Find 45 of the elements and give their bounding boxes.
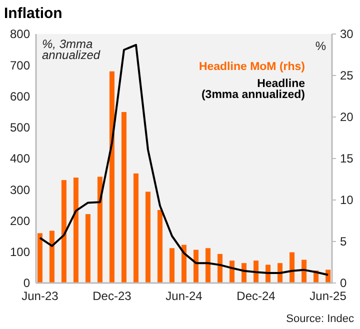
y2-tick-label: 0	[340, 276, 347, 290]
bar	[194, 250, 199, 283]
source-note: Source: Indec	[286, 313, 354, 325]
bar	[326, 270, 331, 283]
y-tick-label: 600	[10, 89, 30, 104]
x-tick-label: Jun-23	[22, 289, 59, 303]
y2-tick-label: 5	[340, 234, 347, 249]
bar	[97, 176, 102, 283]
bar	[206, 248, 211, 283]
y-axis-title: %, 3mma annualized	[42, 37, 100, 62]
y2-tick-label: 25	[340, 68, 354, 83]
bar	[121, 112, 126, 283]
y-tick-label: 700	[10, 58, 30, 72]
y-tick-label: 500	[10, 120, 30, 135]
text: Headline (3mma annualized)	[201, 78, 306, 101]
bar	[49, 230, 54, 283]
bar	[109, 71, 114, 283]
y-tick-label: 0	[23, 276, 30, 290]
bar	[73, 178, 78, 283]
bar	[133, 173, 138, 283]
y2-axis-title: %	[315, 39, 326, 53]
y2-tick-label: 15	[340, 152, 354, 166]
y-tick-label: 100	[10, 245, 30, 260]
bar	[157, 210, 162, 283]
y-tick-label: 800	[10, 27, 30, 42]
y-tick-label: 200	[10, 214, 30, 228]
bar	[182, 244, 186, 283]
bar	[145, 192, 150, 283]
y2-tick-label: 30	[340, 27, 354, 42]
chart-title: Inflation	[4, 5, 62, 22]
x-tick-label: Dec-24	[236, 289, 276, 303]
y-tick-label: 400	[10, 152, 30, 166]
x-tick-label: Jun-24	[166, 289, 203, 303]
y2-tick-label: 10	[340, 193, 354, 208]
bar	[61, 180, 66, 283]
bar	[85, 214, 90, 283]
y2-tick-label: 20	[340, 110, 354, 124]
text: Headline MoM (rhs)	[198, 61, 306, 73]
bar	[169, 248, 174, 283]
y-tick-label: 300	[10, 182, 30, 197]
x-tick-label: Jun-25	[310, 289, 347, 303]
x-tick-label: Dec-23	[92, 289, 132, 303]
bar	[218, 254, 223, 283]
bar	[290, 252, 295, 283]
bar	[37, 233, 42, 283]
